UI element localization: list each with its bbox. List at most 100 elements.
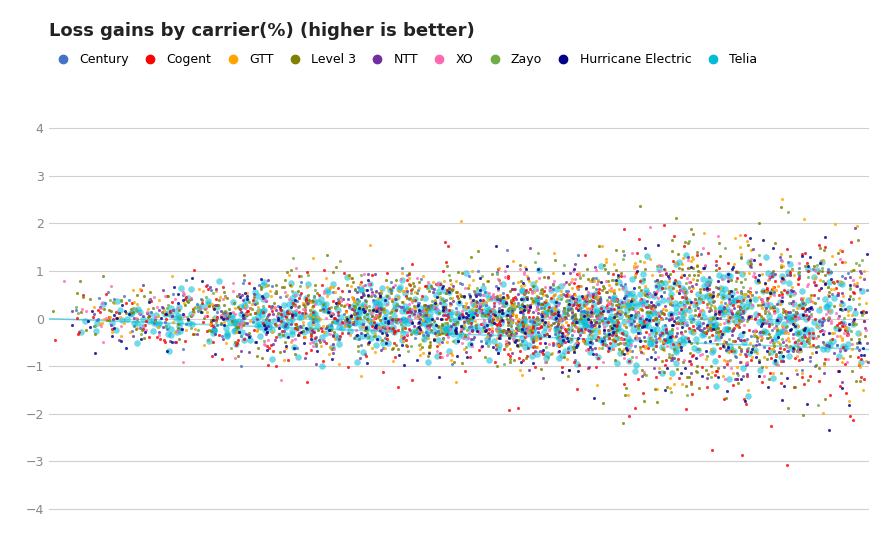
Point: [233, 303, 247, 312]
Point: [843, 292, 857, 301]
Point: [513, 346, 527, 355]
Point: [812, 327, 826, 336]
Point: [525, 328, 539, 336]
Point: [286, 312, 300, 321]
Point: [686, 264, 700, 273]
Point: [524, 331, 538, 340]
Point: [680, 372, 694, 381]
Point: [591, 332, 605, 341]
Point: [576, 327, 590, 336]
Point: [791, 279, 805, 288]
Point: [790, 329, 804, 338]
Point: [850, 339, 864, 347]
Point: [506, 279, 520, 288]
Point: [663, 309, 677, 318]
Point: [492, 276, 506, 285]
Point: [374, 289, 388, 298]
Point: [499, 299, 513, 308]
Point: [823, 340, 837, 349]
Point: [569, 295, 583, 303]
Point: [662, 314, 676, 323]
Point: [362, 339, 376, 347]
Point: [259, 323, 273, 332]
Point: [400, 330, 414, 339]
Point: [527, 296, 542, 305]
Point: [706, 320, 720, 328]
Point: [488, 310, 502, 319]
Point: [789, 312, 803, 320]
Point: [490, 295, 504, 303]
Point: [835, 298, 849, 307]
Point: [605, 301, 619, 309]
Point: [400, 286, 414, 295]
Point: [570, 340, 584, 349]
Point: [616, 349, 630, 357]
Point: [614, 269, 628, 278]
Point: [641, 309, 655, 318]
Point: [402, 312, 416, 320]
Point: [671, 249, 685, 258]
Point: [493, 294, 507, 303]
Point: [854, 372, 868, 381]
Point: [525, 326, 539, 334]
Point: [822, 278, 836, 286]
Point: [421, 315, 435, 324]
Point: [422, 320, 437, 329]
Point: [798, 307, 812, 316]
Point: [279, 292, 293, 301]
Point: [581, 314, 595, 323]
Point: [541, 310, 555, 319]
Point: [607, 339, 621, 348]
Point: [779, 309, 793, 318]
Point: [423, 303, 437, 312]
Point: [334, 301, 348, 309]
Point: [851, 261, 865, 269]
Point: [491, 265, 505, 273]
Point: [471, 327, 485, 335]
Point: [761, 322, 775, 331]
Point: [346, 294, 360, 303]
Point: [645, 271, 659, 280]
Point: [366, 327, 380, 335]
Point: [531, 249, 545, 258]
Point: [660, 383, 674, 391]
Point: [794, 327, 808, 336]
Point: [669, 359, 684, 368]
Point: [348, 303, 363, 312]
Point: [83, 323, 97, 332]
Point: [159, 322, 173, 330]
Point: [657, 287, 671, 296]
Point: [595, 343, 609, 352]
Point: [152, 306, 166, 315]
Point: [417, 319, 431, 328]
Point: [298, 302, 312, 311]
Point: [437, 305, 451, 313]
Text: Loss gains by carrier(%) (higher is better): Loss gains by carrier(%) (higher is bett…: [49, 22, 475, 39]
Point: [395, 325, 409, 334]
Point: [412, 329, 426, 338]
Point: [586, 306, 600, 315]
Point: [245, 305, 259, 314]
Point: [501, 305, 515, 313]
Point: [172, 322, 186, 330]
Point: [755, 320, 769, 328]
Point: [647, 302, 662, 310]
Point: [702, 298, 716, 307]
Point: [825, 318, 839, 327]
Point: [817, 315, 831, 324]
Point: [783, 341, 797, 350]
Point: [388, 294, 402, 303]
Point: [483, 319, 497, 327]
Point: [499, 340, 513, 348]
Point: [853, 377, 867, 386]
Point: [782, 252, 796, 260]
Point: [722, 323, 736, 332]
Point: [608, 296, 622, 305]
Point: [624, 311, 638, 320]
Point: [752, 271, 766, 279]
Point: [581, 287, 595, 296]
Point: [365, 288, 379, 296]
Point: [432, 329, 446, 338]
Point: [101, 306, 116, 315]
Point: [206, 326, 220, 334]
